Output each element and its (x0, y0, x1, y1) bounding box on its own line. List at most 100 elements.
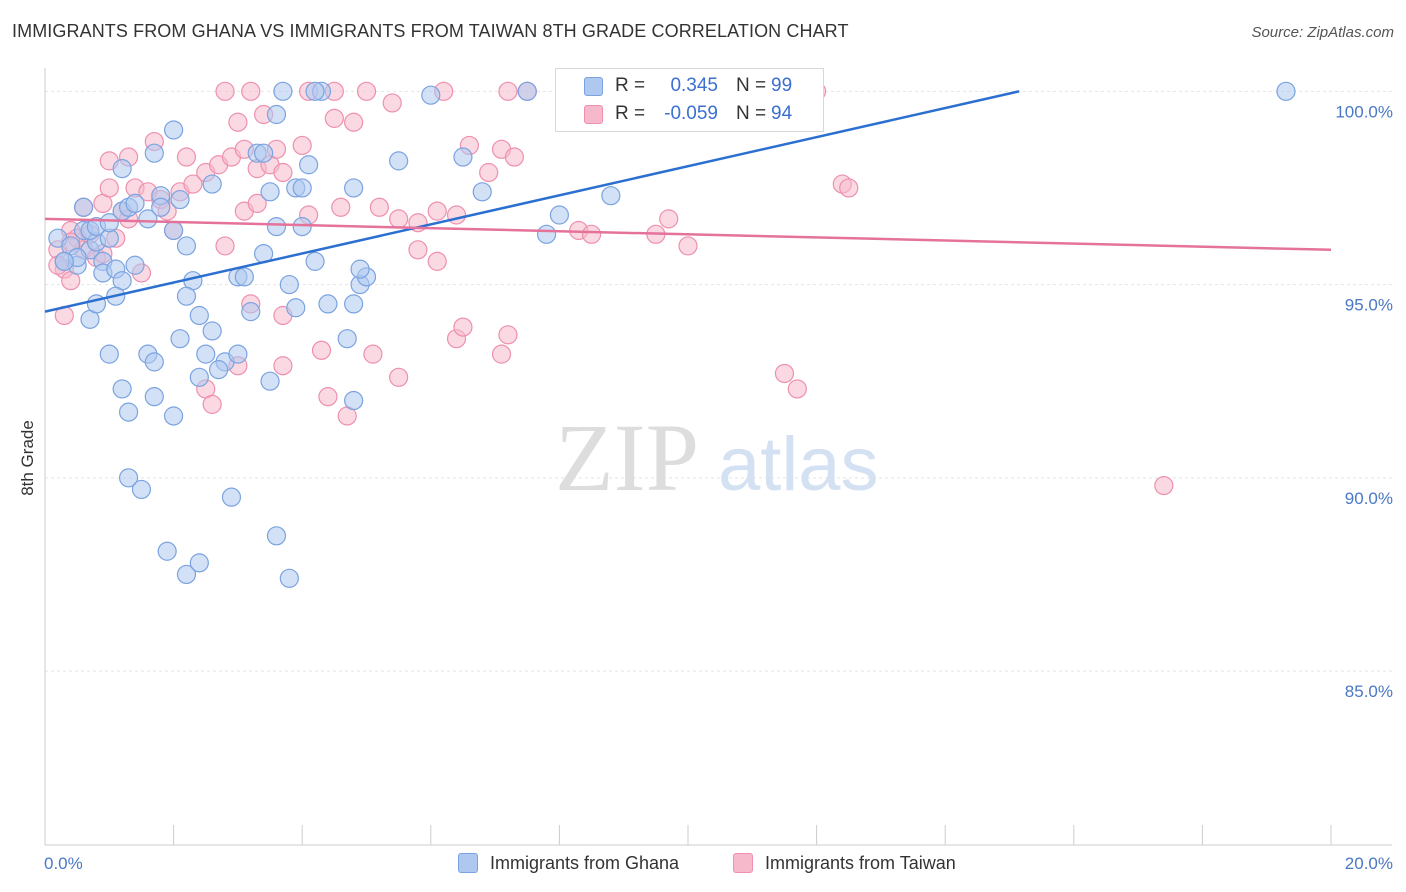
ghana-point (164, 120, 184, 140)
x-tick-label-min: 0.0% (44, 854, 83, 873)
taiwan-point (215, 81, 235, 101)
ghana-point (170, 329, 190, 349)
legend-row-ghana: R = 0.345 N = 99 (556, 73, 823, 101)
taiwan-point (247, 193, 267, 214)
ghana-point (279, 274, 299, 295)
ghana-point (99, 344, 119, 364)
taiwan-point (228, 112, 248, 132)
taiwan-point (504, 147, 524, 167)
ghana-point (260, 371, 280, 391)
ghana-point (189, 367, 209, 387)
taiwan-point (453, 317, 473, 337)
ghana-point (273, 81, 293, 101)
ghana-point (164, 406, 184, 426)
taiwan-point (427, 251, 447, 271)
watermark-zip: ZIP (555, 404, 699, 511)
taiwan-point (99, 178, 119, 198)
watermark-atlas: atlas (718, 422, 879, 507)
legend-n-label: N = (736, 75, 767, 96)
taiwan-point (292, 135, 312, 156)
y-tick-label: 95.0% (1345, 296, 1393, 315)
taiwan-point (389, 367, 409, 387)
ghana-point (279, 568, 299, 588)
legend-r-value-ghana: 0.345 (670, 75, 718, 96)
ghana-point (1276, 81, 1296, 101)
ghana-point (344, 390, 364, 411)
legend-n-value-taiwan: 94 (771, 103, 793, 124)
legend-swatch-ghana (458, 853, 478, 873)
taiwan-point (176, 147, 197, 167)
taiwan-point (408, 240, 428, 260)
taiwan-point (273, 356, 293, 376)
ghana-points (48, 81, 1296, 588)
ghana-point (164, 220, 184, 241)
taiwan-point (318, 387, 338, 407)
stats-legend: R = 0.345 N = 99 R = -0.059 N = 94 (555, 68, 824, 132)
legend-label-ghana: Immigrants from Ghana (490, 853, 680, 873)
ghana-point (112, 379, 132, 399)
ghana-point (144, 387, 164, 407)
ghana-point (344, 178, 364, 198)
ghana-point (344, 294, 364, 314)
ghana-point (73, 197, 94, 217)
taiwan-point (581, 224, 602, 244)
ghana-point (202, 174, 222, 194)
ghana-point (305, 81, 325, 101)
ghana-point (99, 213, 119, 233)
ghana-point (118, 402, 139, 422)
ghana-point (421, 85, 441, 105)
ghana-point (221, 487, 242, 507)
y-tick-label: 100.0% (1335, 102, 1393, 121)
taiwan-point (356, 81, 377, 101)
ghana-point (266, 217, 287, 237)
ghana-point (472, 182, 492, 202)
ghana-point (241, 302, 261, 322)
x-tick-label-max: 20.0% (1345, 854, 1393, 873)
y-axis-title: 8th Grade (18, 420, 37, 496)
taiwan-point (659, 209, 679, 229)
ghana-point (112, 159, 132, 179)
watermark: ZIP atlas (555, 404, 879, 511)
ghana-point (144, 143, 164, 163)
ghana-point (453, 147, 473, 167)
taiwan-point (1154, 475, 1174, 496)
ghana-point (254, 143, 274, 163)
ghana-point (138, 209, 158, 229)
taiwan-point (787, 379, 807, 399)
taiwan-point (241, 81, 261, 101)
ghana-point (305, 251, 325, 271)
legend-swatch-taiwan (733, 853, 753, 873)
ghana-point (228, 344, 248, 364)
taiwan-point (427, 201, 447, 221)
legend-label-taiwan: Immigrants from Taiwan (765, 853, 956, 873)
ghana-point (350, 259, 370, 279)
ghana-point (176, 236, 197, 256)
ghana-point (266, 526, 287, 546)
ghana-point (151, 197, 171, 217)
ghana-point (170, 189, 190, 210)
legend-swatch-taiwan (584, 105, 603, 124)
ghana-point (54, 251, 74, 271)
taiwan-point (344, 112, 364, 132)
taiwan-point (215, 236, 235, 256)
ghana-point (337, 329, 357, 349)
taiwan-point (331, 197, 351, 217)
ghana-point (517, 81, 537, 101)
ghana-point (292, 178, 312, 198)
taiwan-point (273, 162, 293, 183)
legend-r-value-taiwan: -0.059 (664, 103, 718, 124)
axes-layer (44, 68, 1392, 846)
taiwan-point (479, 162, 499, 183)
chart-title: IMMIGRANTS FROM GHANA VS IMMIGRANTS FROM… (12, 21, 849, 41)
ghana-point (389, 151, 409, 171)
legend-r-label: R = (615, 103, 646, 124)
taiwan-point (839, 178, 859, 198)
ghana-point (176, 286, 197, 306)
ghana-point (196, 344, 216, 364)
ghana-trend-line (44, 90, 1020, 313)
legend-n-label: N = (736, 103, 767, 124)
ghana-point (118, 468, 139, 488)
ghana-point (125, 255, 145, 275)
taiwan-point (491, 344, 512, 364)
